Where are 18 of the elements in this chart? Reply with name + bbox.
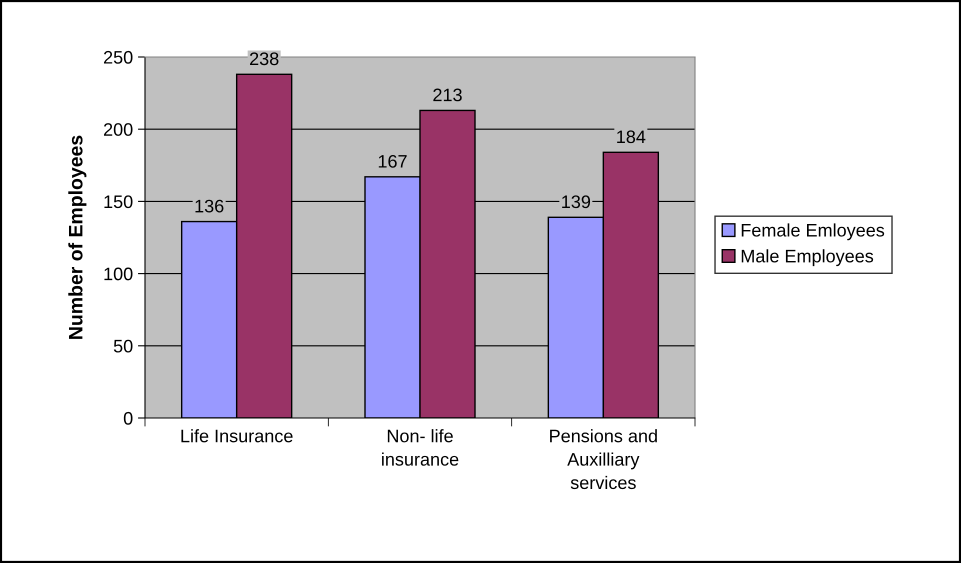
y-tick-label: 100 xyxy=(104,268,132,280)
x-tick-label: Non- life insurance xyxy=(382,429,458,466)
y-tick-label: 50 xyxy=(114,340,132,353)
data-label: 167 xyxy=(378,154,407,168)
y-tick-label: 150 xyxy=(104,195,132,208)
data-label: 213 xyxy=(433,88,462,102)
data-label: 136 xyxy=(195,200,224,212)
x-tick-label: Life Insurance xyxy=(181,429,293,442)
data-label: 139 xyxy=(562,195,590,208)
x-tick-label: Pensions and Auxilliary services xyxy=(550,429,657,490)
data-label: 238 xyxy=(250,52,278,66)
y-tick-label: 250 xyxy=(104,50,132,64)
y-tick-label: 0 xyxy=(124,412,132,425)
y-tick-label: 200 xyxy=(104,123,132,136)
legend-label: Male Employees xyxy=(742,249,874,266)
y-axis-title: Number of Employees xyxy=(68,136,86,339)
legend-label: Female Emloyees xyxy=(742,223,884,240)
data-label: 184 xyxy=(617,130,646,144)
